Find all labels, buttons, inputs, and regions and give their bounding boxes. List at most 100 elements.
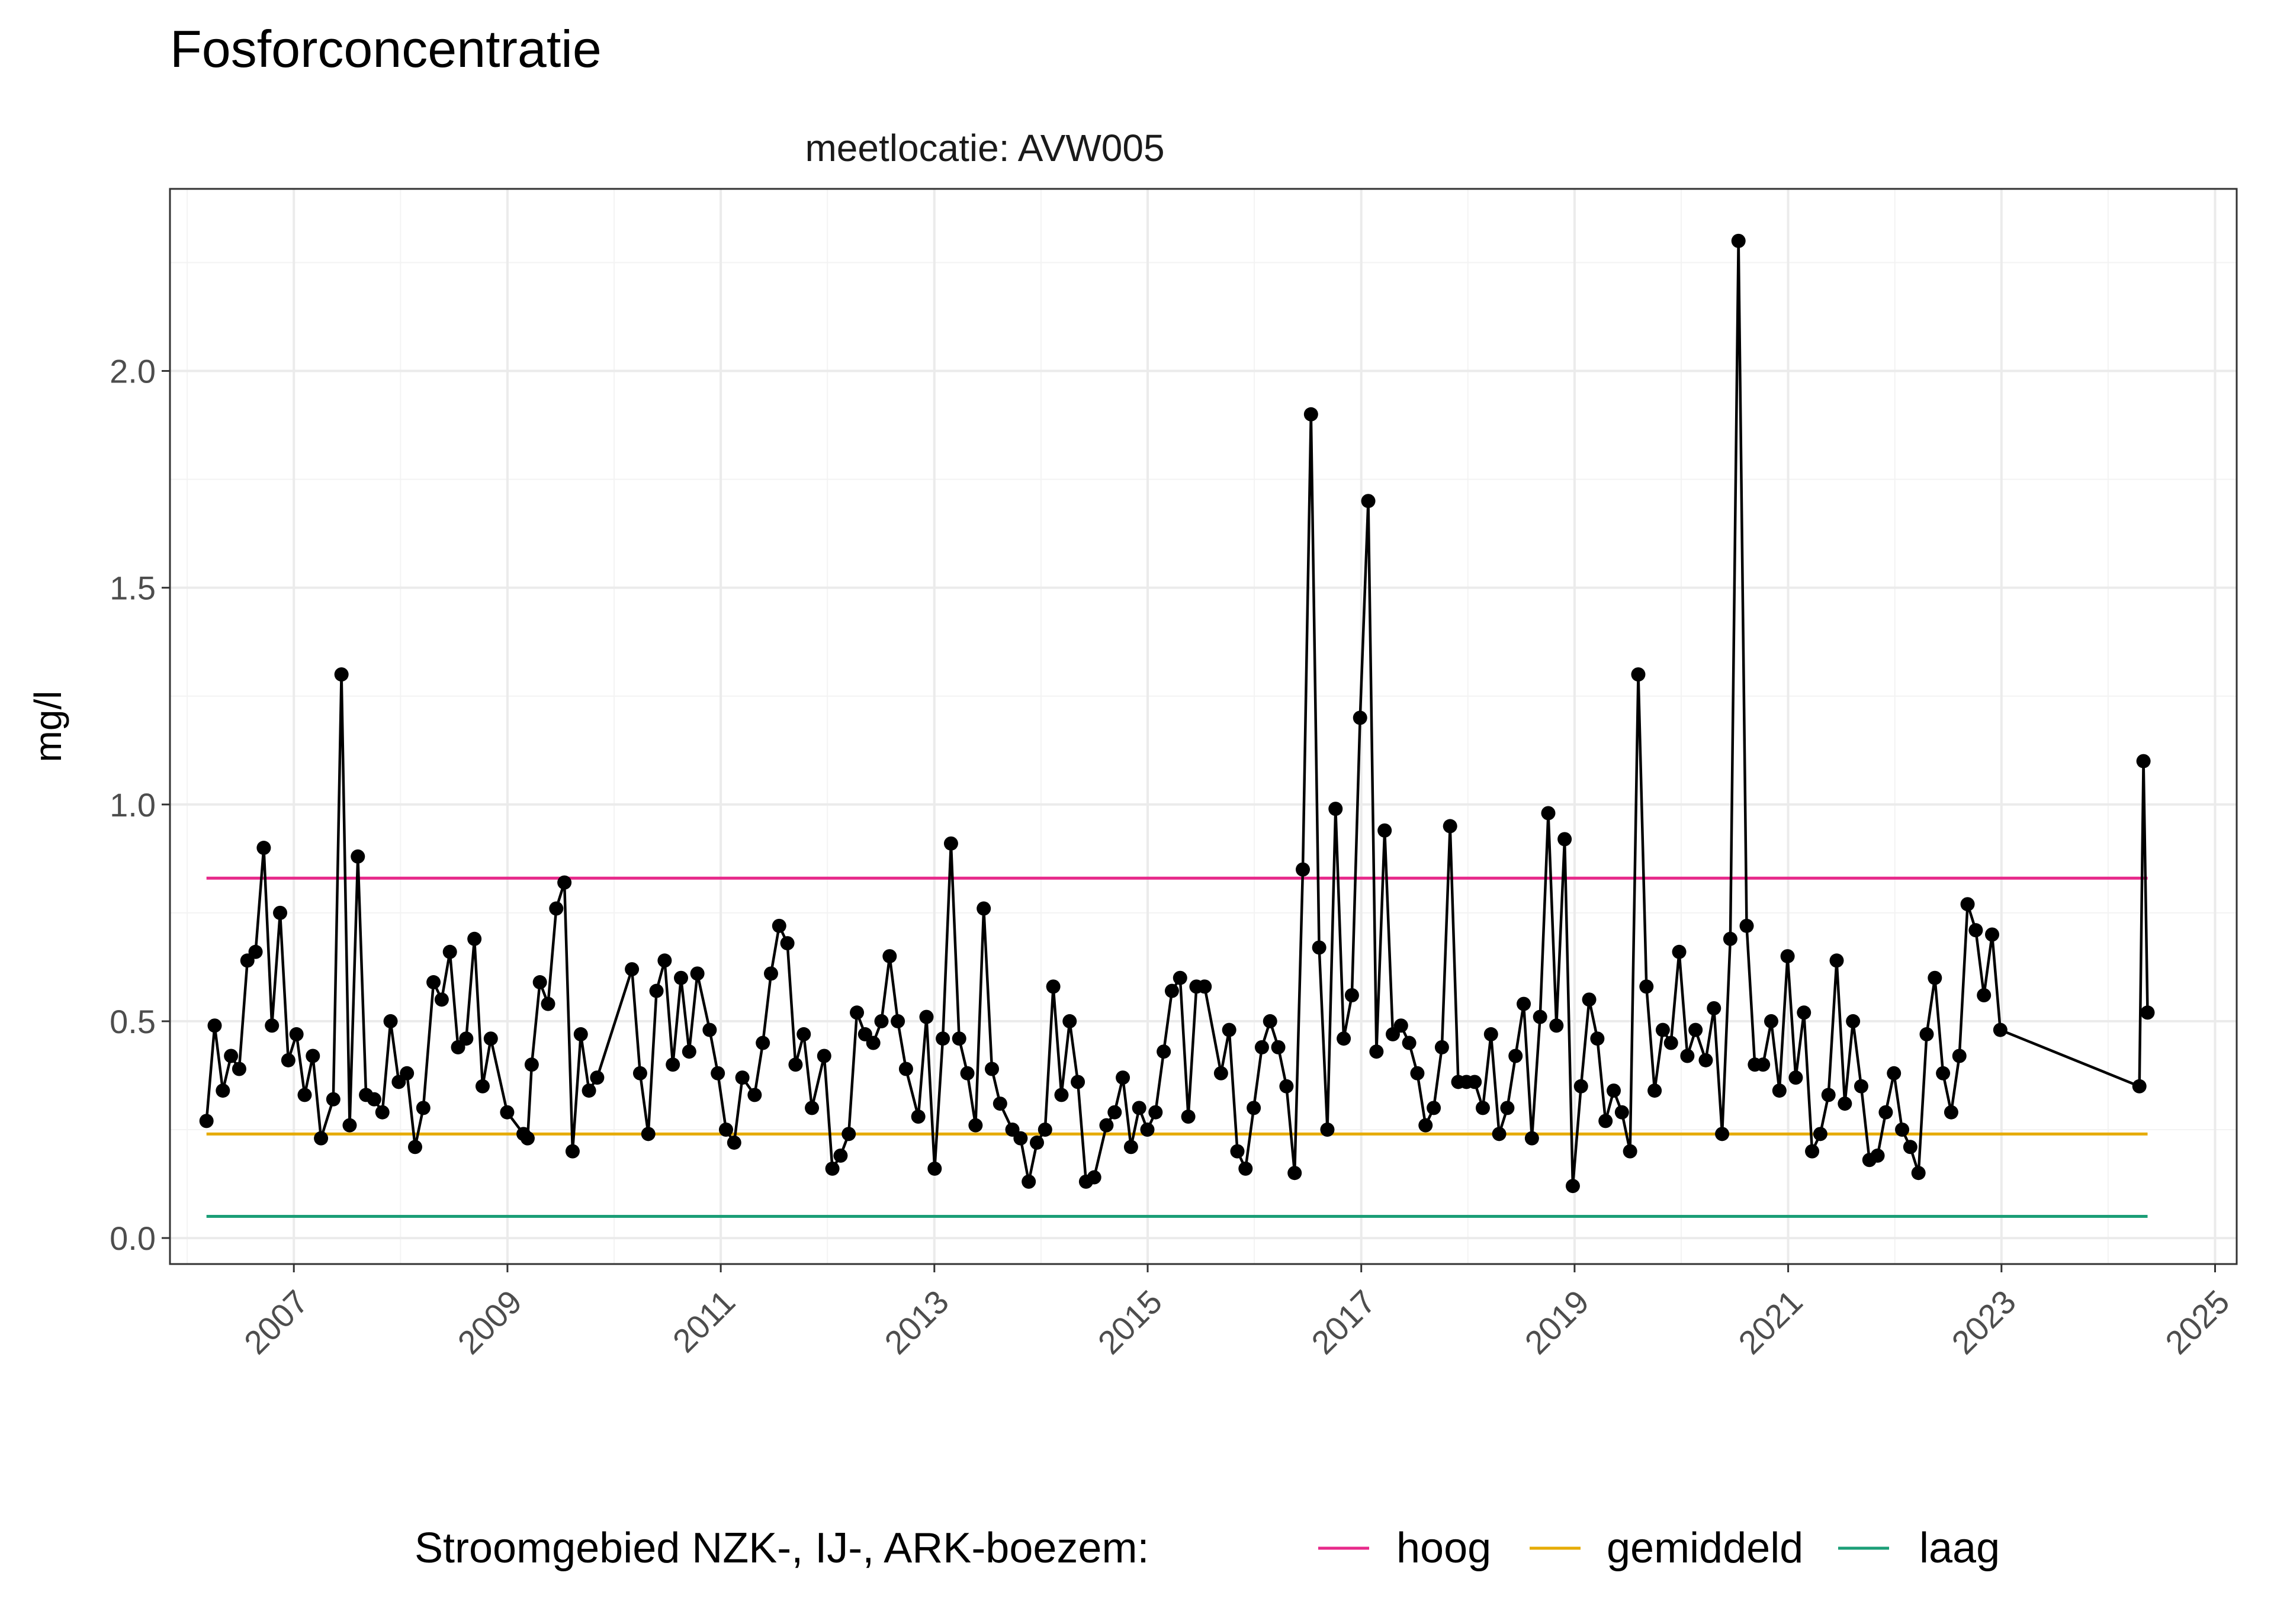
data-point — [1402, 1035, 1417, 1050]
data-point — [666, 1057, 680, 1072]
x-axis: 2007 2009 2011 2013 2015 2017 2019 2021 2023 2025 — [237, 1264, 2237, 1361]
data-point — [682, 1044, 696, 1059]
data-point — [351, 849, 365, 864]
data-point — [1838, 1096, 1852, 1111]
data-point — [467, 931, 482, 946]
chart-title: Fosforconcentratie — [170, 20, 602, 78]
data-point — [780, 936, 795, 951]
data-point — [1254, 1040, 1269, 1054]
data-point — [2132, 1079, 2147, 1094]
legend: Stroomgebied NZK-, IJ-, ARK-boezem: hoog… — [415, 1525, 2000, 1572]
data-point — [1993, 1022, 2008, 1037]
data-point — [367, 1092, 381, 1107]
data-point — [1647, 1083, 1662, 1098]
legend-label-laag: laag — [1919, 1525, 2000, 1572]
data-point — [1107, 1105, 1122, 1120]
data-point — [1157, 1044, 1171, 1059]
y-axis: 0.0 0.5 1.0 1.5 2.0 — [110, 353, 170, 1257]
data-point — [1062, 1014, 1077, 1028]
data-point — [289, 1027, 304, 1041]
data-point — [1046, 979, 1061, 994]
y-tick-label: 1.5 — [110, 570, 156, 607]
data-point — [500, 1105, 515, 1120]
data-point — [1936, 1066, 1951, 1080]
x-tick-label: 2013 — [877, 1283, 956, 1362]
data-point — [1443, 819, 1457, 834]
data-point — [326, 1092, 341, 1107]
data-point — [1764, 1014, 1778, 1028]
data-point — [1517, 996, 1531, 1011]
data-point — [400, 1066, 415, 1080]
data-point — [977, 901, 991, 916]
data-point — [232, 1062, 246, 1076]
data-point — [265, 1018, 280, 1033]
x-tick-label: 2015 — [1091, 1283, 1170, 1362]
data-point — [690, 966, 705, 981]
data-point — [207, 1018, 222, 1033]
data-point — [375, 1105, 390, 1120]
data-point — [747, 1088, 762, 1102]
data-point — [1213, 1066, 1228, 1080]
data-point — [1985, 927, 2000, 942]
data-point — [1707, 1001, 1721, 1015]
data-point — [1410, 1066, 1425, 1080]
data-point — [718, 1123, 733, 1137]
y-tick-label: 0.0 — [110, 1220, 156, 1257]
data-point — [960, 1066, 975, 1080]
data-point — [1614, 1105, 1629, 1120]
data-point — [1688, 1022, 1703, 1037]
data-point — [711, 1066, 725, 1080]
facet-label: meetlocatie: AVW005 — [805, 127, 1164, 169]
panel-background — [170, 189, 2237, 1264]
data-point — [1054, 1088, 1069, 1102]
data-point — [483, 1031, 498, 1046]
legend-label-hoog: hoog — [1396, 1525, 1491, 1572]
data-point — [1846, 1014, 1861, 1028]
data-point — [297, 1088, 312, 1102]
data-point — [1788, 1070, 1803, 1085]
data-point — [1541, 806, 1556, 821]
data-point — [850, 1005, 865, 1020]
data-point — [952, 1031, 966, 1046]
data-point — [1140, 1123, 1155, 1137]
data-point — [1492, 1127, 1507, 1141]
x-tick-label: 2009 — [450, 1283, 529, 1362]
data-point — [590, 1070, 605, 1085]
data-point — [1238, 1161, 1253, 1176]
data-point — [520, 1131, 535, 1146]
data-point — [1296, 862, 1311, 877]
data-point — [314, 1131, 329, 1146]
data-point — [1337, 1031, 1351, 1046]
legend-item-gemiddeld: gemiddeld — [1530, 1525, 1803, 1572]
data-point — [565, 1144, 580, 1159]
x-tick-label: 2021 — [1731, 1283, 1810, 1362]
data-point — [1887, 1066, 1902, 1080]
data-point — [1287, 1166, 1302, 1181]
data-point — [874, 1014, 889, 1028]
data-point — [248, 944, 263, 959]
data-point — [475, 1079, 490, 1094]
x-tick-label: 2025 — [2158, 1283, 2237, 1362]
data-point — [1672, 944, 1687, 959]
data-point — [1968, 923, 1983, 938]
x-tick-label: 2017 — [1304, 1283, 1383, 1362]
data-point — [1500, 1101, 1515, 1115]
data-point — [943, 836, 958, 851]
data-point — [1427, 1101, 1441, 1115]
data-point — [1271, 1040, 1286, 1054]
data-point — [1263, 1014, 1277, 1028]
x-tick-label: 2019 — [1517, 1283, 1596, 1362]
data-point — [1680, 1049, 1695, 1063]
data-point — [674, 970, 689, 985]
data-point — [1952, 1049, 1967, 1063]
data-point — [1731, 233, 1746, 248]
data-point — [1123, 1140, 1138, 1155]
data-point — [1960, 897, 1975, 912]
data-point — [216, 1083, 230, 1098]
data-point — [1698, 1053, 1713, 1067]
data-point — [1655, 1022, 1670, 1037]
data-point — [1013, 1131, 1028, 1146]
data-point — [1087, 1170, 1101, 1185]
data-point — [1756, 1057, 1771, 1072]
